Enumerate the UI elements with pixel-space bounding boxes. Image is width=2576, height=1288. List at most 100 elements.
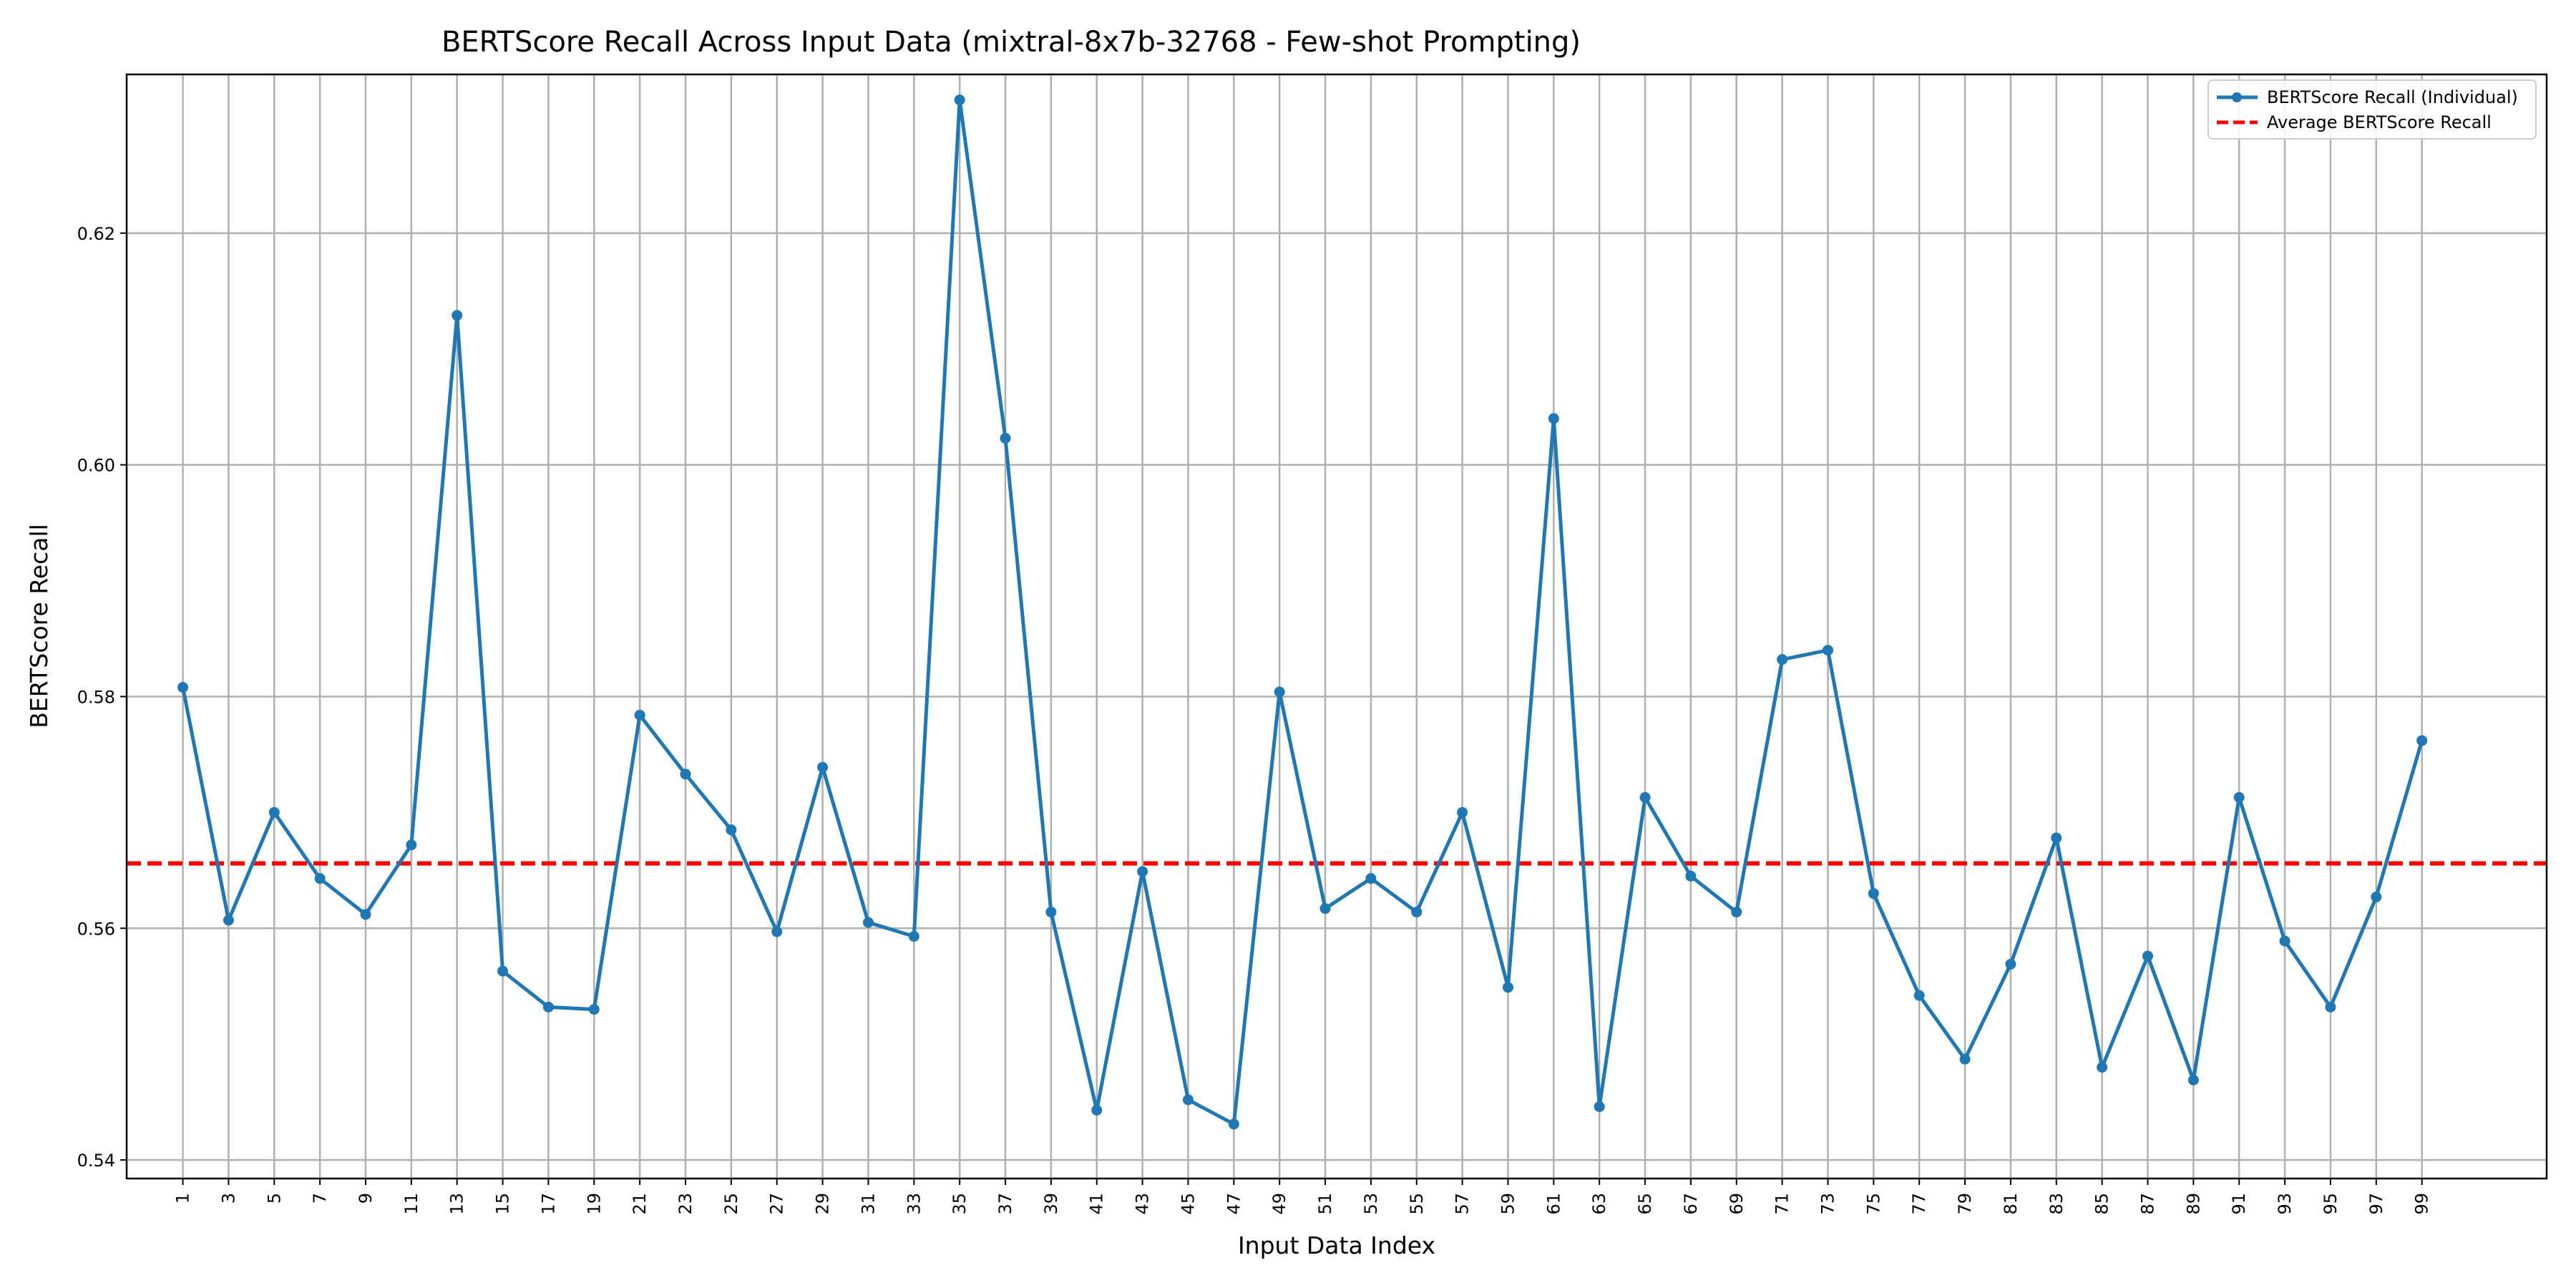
x-tick-label: 47 <box>1224 1193 1244 1215</box>
legend-box <box>2207 79 2537 140</box>
data-point <box>1319 903 1331 914</box>
x-tick-label: 13 <box>447 1193 467 1215</box>
y-axis-ticks: 0.54 0.56 0.58 0.60 0.62 <box>77 224 127 1171</box>
x-axis-label: Input Data Index <box>1238 1231 1435 1259</box>
x-tick-label: 87 <box>2138 1193 2158 1215</box>
x-tick-label: 89 <box>2183 1193 2203 1215</box>
data-point <box>542 1001 554 1013</box>
data-point <box>2097 1062 2108 1073</box>
x-tick-label: 83 <box>2046 1193 2067 1215</box>
x-tick-label: 3 <box>218 1193 238 1204</box>
x-tick-label: 53 <box>1361 1193 1381 1215</box>
data-point <box>1182 1094 1194 1106</box>
data-point <box>908 931 919 942</box>
data-point <box>1868 888 1879 899</box>
x-tick-label: 11 <box>401 1193 421 1215</box>
y-tick-label: 0.62 <box>77 224 115 244</box>
x-tick-label: 91 <box>2229 1193 2249 1215</box>
series-layer <box>177 94 2428 1130</box>
x-tick-label: 85 <box>2092 1193 2112 1215</box>
x-tick-label: 21 <box>630 1193 650 1215</box>
x-tick-label: 19 <box>584 1193 604 1215</box>
data-point <box>497 965 509 977</box>
x-tick-label: 99 <box>2412 1193 2432 1215</box>
data-point <box>862 917 874 928</box>
data-point <box>1411 907 1423 918</box>
data-point <box>2142 950 2154 962</box>
series-line <box>181 98 2424 1126</box>
data-point <box>1000 432 1011 444</box>
data-point <box>817 761 829 773</box>
data-point <box>1822 645 1833 656</box>
data-point <box>680 769 691 780</box>
x-tick-label: 55 <box>1407 1193 1427 1215</box>
x-tick-label: 33 <box>904 1193 924 1215</box>
x-tick-label: 69 <box>1727 1193 1747 1215</box>
x-tick-label: 29 <box>813 1193 833 1215</box>
data-point <box>1594 1101 1605 1113</box>
legend-series-label: BERTScore Recall (Individual) <box>2267 87 2518 107</box>
x-tick-label: 75 <box>1863 1193 1883 1215</box>
data-point <box>954 94 965 106</box>
data-point <box>223 914 234 926</box>
x-tick-label: 35 <box>950 1193 970 1215</box>
data-point <box>634 709 645 721</box>
x-tick-label: 93 <box>2275 1193 2295 1215</box>
x-axis-ticks: 1 3 5 7 9 11 13 15 17 19 21 23 25 27 29 31 33 35 37 39 41 43 4… <box>173 1179 2432 1215</box>
x-tick-label: 31 <box>858 1193 878 1215</box>
data-point <box>1137 866 1148 877</box>
x-tick-label: 23 <box>675 1193 696 1215</box>
data-point <box>726 824 737 836</box>
data-point <box>1365 873 1377 884</box>
x-tick-label: 41 <box>1087 1193 1107 1215</box>
data-point <box>2416 735 2428 746</box>
x-tick-label: 95 <box>2321 1193 2341 1215</box>
x-tick-label: 97 <box>2366 1193 2386 1215</box>
data-point <box>314 873 326 884</box>
x-tick-label: 81 <box>2001 1193 2021 1215</box>
y-axis-label: BERTScore Recall <box>25 524 53 728</box>
chart-title: BERTScore Recall Across Input Data (mixt… <box>441 26 1581 59</box>
x-tick-label: 67 <box>1681 1193 1701 1215</box>
x-tick-label: 43 <box>1133 1193 1153 1215</box>
x-tick-label: 45 <box>1178 1193 1198 1215</box>
x-tick-label: 27 <box>767 1193 787 1215</box>
plot-area <box>127 74 2547 1179</box>
x-tick-label: 7 <box>310 1193 330 1204</box>
data-point <box>268 806 280 818</box>
data-point <box>360 909 371 920</box>
y-tick-label: 0.56 <box>77 919 115 939</box>
data-point <box>1228 1118 1239 1130</box>
data-point <box>2279 935 2290 947</box>
x-tick-label: 49 <box>1269 1193 1289 1215</box>
data-point <box>1457 806 1468 818</box>
x-tick-label: 63 <box>1589 1193 1609 1215</box>
data-point <box>2005 958 2016 970</box>
x-tick-label: 59 <box>1498 1193 1518 1215</box>
data-point <box>1731 907 1742 918</box>
data-point <box>1959 1053 1971 1065</box>
plot-frame <box>125 73 2548 1180</box>
y-tick-label: 0.58 <box>77 687 115 707</box>
x-tick-label: 37 <box>995 1193 1015 1215</box>
x-tick-label: 77 <box>1909 1193 1929 1215</box>
data-point <box>177 682 189 693</box>
data-point <box>1274 686 1285 698</box>
x-tick-label: 61 <box>1543 1193 1563 1215</box>
x-tick-label: 1 <box>173 1193 193 1204</box>
data-point <box>1091 1104 1103 1116</box>
x-tick-label: 39 <box>1041 1193 1061 1215</box>
data-point <box>1045 907 1057 918</box>
data-point <box>1685 870 1697 882</box>
x-tick-label: 5 <box>264 1193 284 1204</box>
legend: BERTScore Recall (Individual) Average BE… <box>2207 79 2537 140</box>
legend-series-marker-sample <box>2232 92 2242 102</box>
x-tick-label: 73 <box>1818 1193 1838 1215</box>
x-tick-label: 15 <box>493 1193 513 1215</box>
data-point <box>1777 654 1788 665</box>
data-point <box>2233 791 2245 803</box>
y-tick-label: 0.54 <box>77 1151 115 1171</box>
x-tick-label: 79 <box>1955 1193 1975 1215</box>
legend-average-label: Average BERTScore Recall <box>2267 112 2492 132</box>
